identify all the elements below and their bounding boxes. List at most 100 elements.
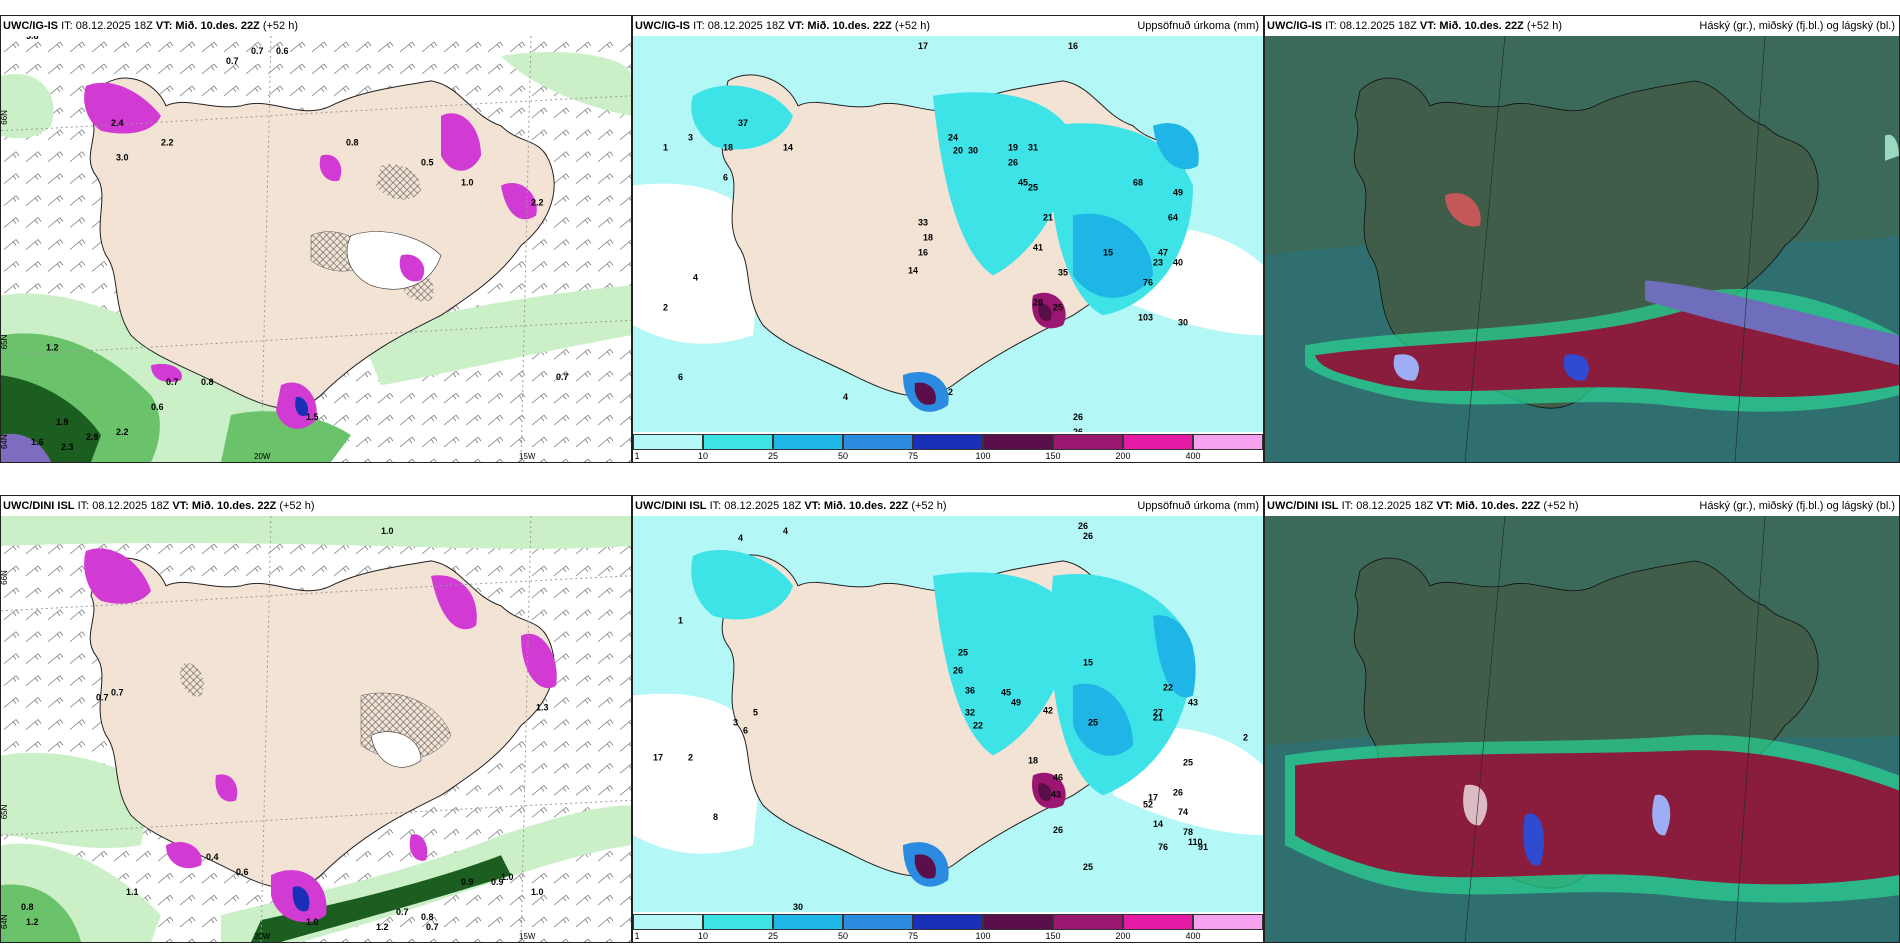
value-label: 46	[1053, 772, 1063, 782]
value-label: 2.2	[531, 198, 543, 208]
value-label: 32	[965, 708, 975, 718]
value-label: 78	[1183, 827, 1193, 837]
panel-accum-precip-dini: UWC/DINI ISL IT: 08.12.2025 18Z VT: Mið.…	[632, 495, 1264, 943]
value-label: 25	[1028, 183, 1038, 193]
value-label: 28	[1033, 297, 1043, 307]
value-label: 18	[723, 143, 733, 153]
value-label: 21	[1043, 213, 1053, 223]
value-label: 2	[948, 387, 953, 397]
value-label: 2.2	[116, 427, 128, 437]
cloud-map[interactable]	[1265, 36, 1899, 462]
lat-label: 65N	[1, 804, 9, 819]
value-label: 0.5	[421, 158, 433, 168]
panel-header: UWC/DINI ISL IT: 08.12.2025 18Z VT: Mið.…	[1, 496, 631, 516]
panel-header: UWC/DINI ISL IT: 08.12.2025 18Z VT: Mið.…	[1265, 496, 1899, 516]
value-label: 3	[733, 717, 738, 727]
model-source: UWC/DINI ISL	[3, 500, 75, 512]
colorbar-label: 1	[634, 931, 640, 941]
value-label: 15	[1103, 247, 1113, 257]
value-label: 52	[1143, 799, 1153, 809]
colorbar-label: 200	[1115, 931, 1131, 941]
panel-header: UWC/IG-IS IT: 08.12.2025 18Z VT: Mið. 10…	[1, 16, 631, 36]
value-label: 0.9	[461, 877, 473, 887]
colorbar-label: 25	[767, 451, 779, 461]
colorbar-swatch	[773, 914, 843, 930]
value-label: 14	[1153, 819, 1163, 829]
init-time: IT: 08.12.2025 18Z	[1341, 500, 1434, 512]
value-label: 0.8	[201, 377, 213, 387]
cloud-map[interactable]	[1265, 516, 1899, 942]
colorbar-label: 50	[837, 451, 849, 461]
panel-header: UWC/DINI ISL IT: 08.12.2025 18Z VT: Mið.…	[633, 496, 1263, 516]
value-label: 16	[918, 247, 928, 257]
value-label: 25	[1053, 302, 1063, 312]
value-label: 74	[1178, 807, 1188, 817]
lat-label: 66N	[1, 570, 9, 585]
value-label: 0.7	[166, 377, 178, 387]
value-label: 0.8	[21, 902, 33, 912]
precip-map[interactable]: 4 3 1 2 6 17 8 5 25 26 36 32 22 45 49 18 15 27 22 25 43 74 78 1…	[633, 516, 1263, 912]
value-label: 45	[1018, 178, 1028, 188]
value-label: 0.9	[491, 877, 503, 887]
value-label: 103	[1138, 312, 1153, 322]
value-label: 1.2	[46, 342, 58, 352]
value-label: 18	[1028, 755, 1038, 765]
value-label: 47	[1158, 247, 1168, 257]
colorbar-swatch	[843, 434, 913, 450]
precip-map[interactable]: 37 18 14 6 3 1 2 4 16 14 24 20 30 33 18 19 26 31 45 25 68 49 6…	[633, 36, 1263, 432]
value-label: 5	[753, 708, 758, 718]
value-label: 0.7	[96, 693, 108, 703]
wind-map[interactable]: 66N 65N 64N 20W 15W 2.4 2.2 3.0 0.8 0.5 1.2 0.…	[1, 36, 631, 462]
value-label: 26	[1078, 521, 1088, 531]
field-title: Háský (gr.), miðský (fj.bl.) og lágský (…	[1699, 500, 1895, 512]
panel-header: UWC/IG-IS IT: 08.12.2025 18Z VT: Mið. 10…	[1265, 16, 1899, 36]
valid-time: VT: Mið. 10.des. 22Z	[787, 20, 892, 32]
model-source: UWC/IG-IS	[635, 20, 690, 32]
lon-label: 15W	[519, 452, 536, 461]
value-label: 49	[1011, 698, 1021, 708]
model-source: UWC/DINI ISL	[1267, 500, 1339, 512]
valid-time: VT: Mið. 10.des. 22Z	[155, 20, 260, 32]
value-label: 30	[1178, 317, 1188, 327]
init-time: IT: 08.12.2025 18Z	[709, 500, 802, 512]
value-label: 14	[908, 265, 918, 275]
value-label: 110	[1188, 837, 1202, 847]
colorbar-swatch	[913, 434, 983, 450]
colorbar-label: 25	[767, 931, 779, 941]
value-label: 4	[693, 272, 698, 282]
value-label: 26	[1073, 412, 1083, 422]
value-label: 26	[1008, 158, 1018, 168]
lead-time: (+52 h)	[262, 20, 299, 32]
value-label: 0.7	[226, 56, 238, 66]
colorbar-label: 10	[697, 451, 709, 461]
colorbar-swatch	[1123, 914, 1193, 930]
lon-label: 15W	[519, 932, 536, 941]
value-label: 1.6	[31, 437, 43, 447]
value-label: 43	[1051, 789, 1061, 799]
panel-wind-precip-igis: UWC/IG-IS IT: 08.12.2025 18Z VT: Mið. 10…	[0, 15, 632, 463]
value-label: 76	[1143, 277, 1153, 287]
field-title: Uppsöfnuð úrkoma (mm)	[1137, 500, 1259, 512]
value-label: 1.0	[531, 887, 543, 897]
value-label: 18	[923, 232, 933, 242]
field-title: Uppsöfnuð úrkoma (mm)	[1137, 20, 1259, 32]
colorbar-label: 75	[907, 931, 919, 941]
colorbar-swatch	[1193, 914, 1263, 930]
value-label: 41	[1033, 242, 1043, 252]
value-label: 0.7	[426, 922, 438, 932]
panel-header: UWC/IG-IS IT: 08.12.2025 18Z VT: Mið. 10…	[633, 16, 1263, 36]
value-label: 37	[738, 118, 748, 128]
value-label: 24	[948, 133, 958, 143]
value-label: 43	[1188, 698, 1198, 708]
value-label: 1.1	[126, 887, 138, 897]
value-label: 14	[783, 143, 793, 153]
precip-value-labels: 0.80.80.70.70.70.80.40.61.11.20.70.91.00…	[21, 526, 548, 932]
colorbar-swatch	[913, 914, 983, 930]
value-label: 5.8	[26, 36, 38, 41]
colorbar-swatch	[1053, 434, 1123, 450]
colorbar-label: 100	[975, 931, 991, 941]
wind-map[interactable]: 66N 65N 64N 20W 15W 0.80.80.70.70.70.80.…	[1, 516, 631, 942]
value-label: 1.5	[306, 412, 318, 422]
colorbar-swatch	[633, 434, 703, 450]
panel-wind-precip-dini: UWC/DINI ISL IT: 08.12.2025 18Z VT: Mið.…	[0, 495, 632, 943]
